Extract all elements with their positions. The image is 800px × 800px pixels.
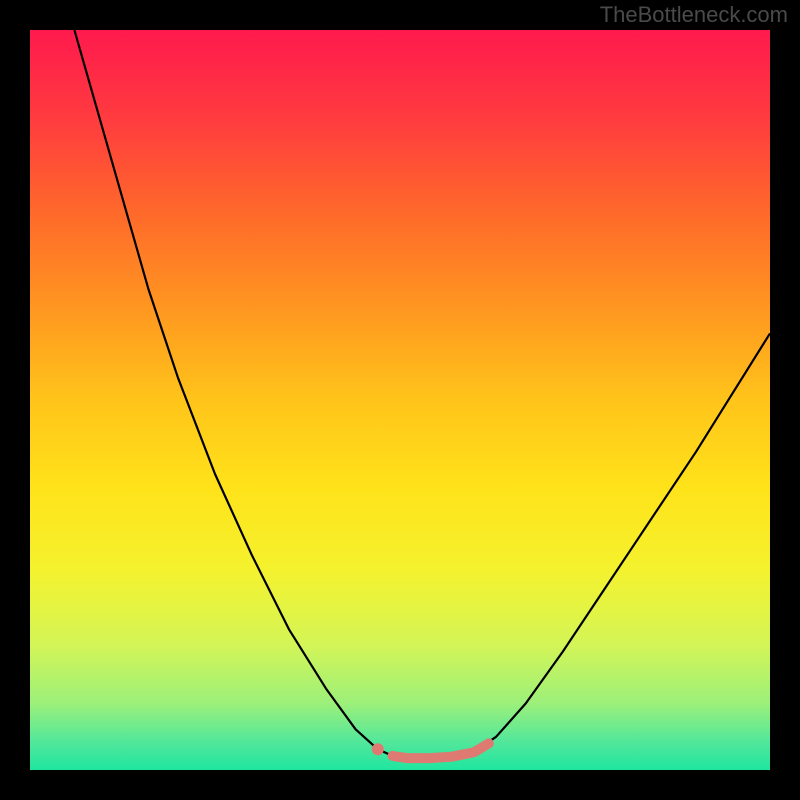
optimal-point-marker (372, 743, 384, 755)
bottleneck-curve-chart (0, 0, 800, 800)
watermark-text: TheBottleneck.com (600, 2, 788, 28)
chart-plot-area (30, 30, 770, 770)
chart-frame: TheBottleneck.com (0, 0, 800, 800)
